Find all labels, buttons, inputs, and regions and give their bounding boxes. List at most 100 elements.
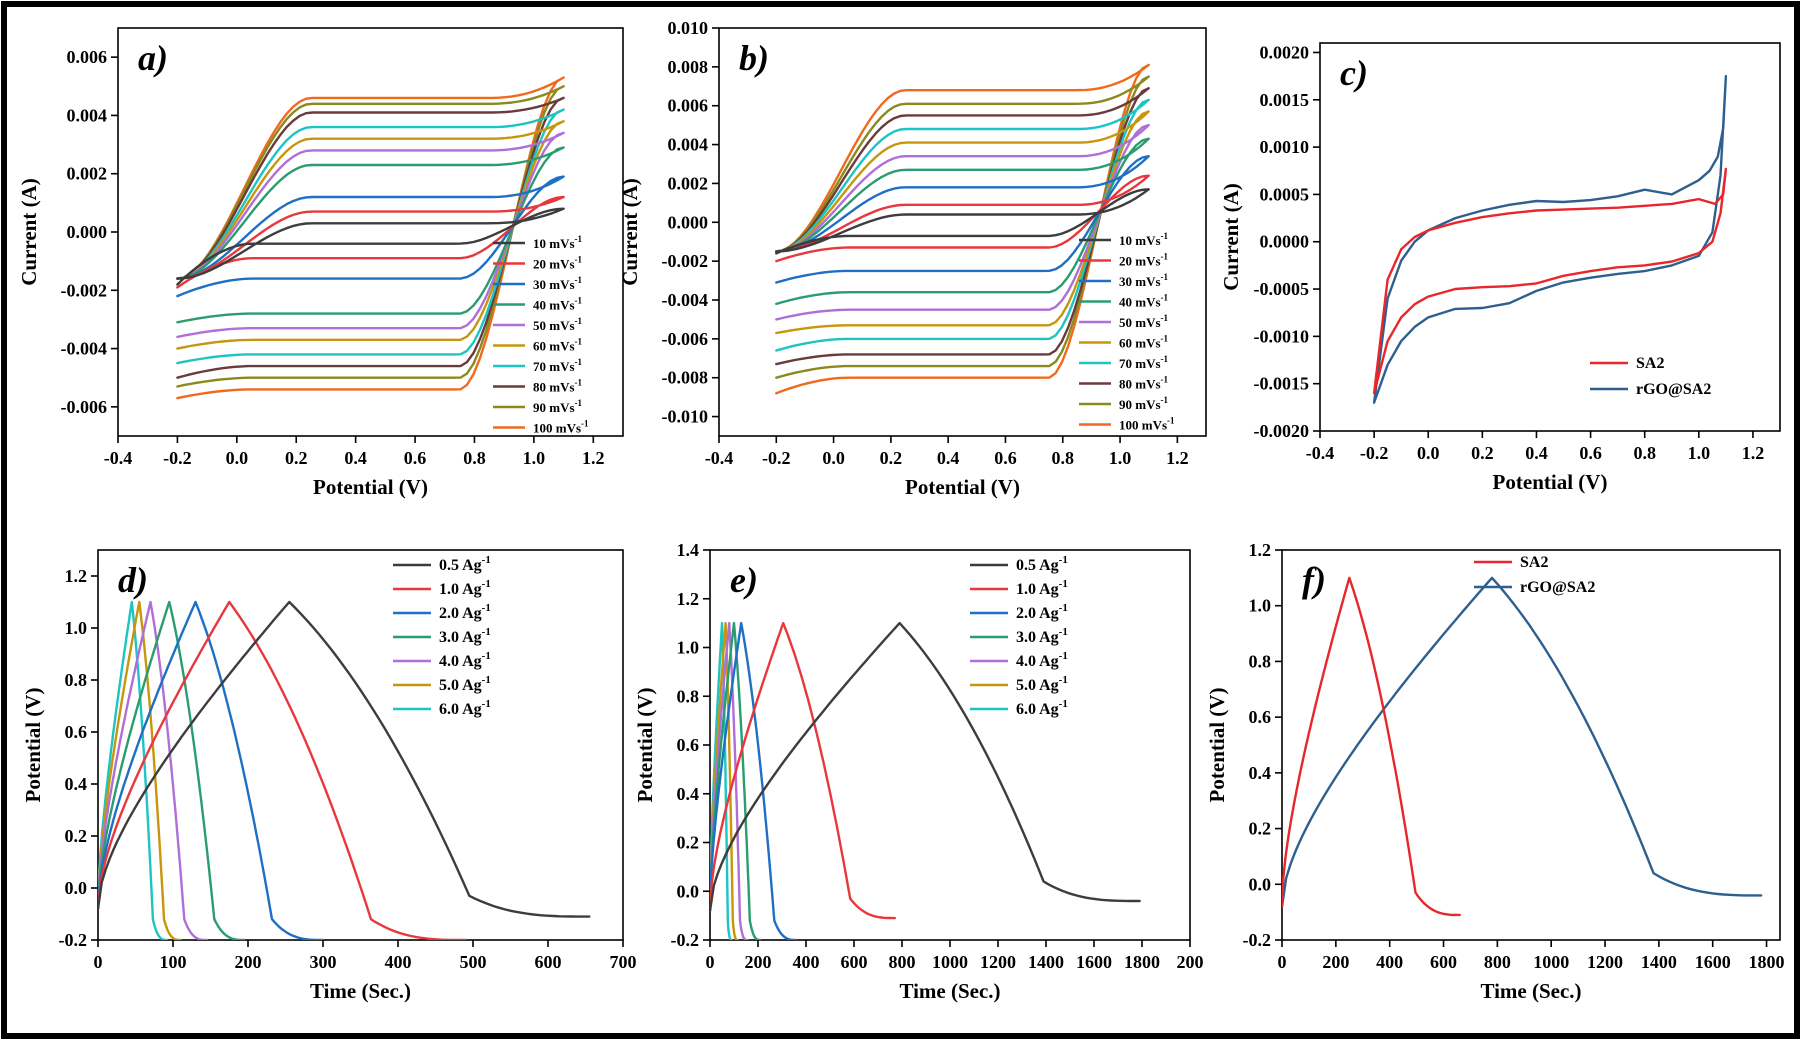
series-group <box>1282 576 1763 917</box>
y-tick-label: 1.2 <box>1249 540 1272 560</box>
y-tick-label: 0.0 <box>65 878 88 898</box>
x-tick-label: 1.2 <box>1166 448 1189 468</box>
y-tick-label: 1.2 <box>677 589 700 609</box>
series-line <box>176 85 565 388</box>
x-tick-label: 0 <box>94 952 103 972</box>
x-tick-label: -0.4 <box>705 448 734 468</box>
panel-label: f) <box>1302 560 1326 600</box>
series-line <box>98 600 325 940</box>
panel-label: c) <box>1340 53 1368 93</box>
legend-label: 30 mVs-1 <box>1119 272 1169 289</box>
series-line <box>710 621 762 940</box>
y-tick-label: 0.8 <box>65 670 88 690</box>
series-line <box>710 621 798 940</box>
legend-label: 20 mVs-1 <box>1119 252 1169 269</box>
x-tick-label: 1.2 <box>1742 443 1765 463</box>
x-tick-label: 0.6 <box>404 448 427 468</box>
legend-label: 80 mVs-1 <box>1119 375 1169 392</box>
legend-label: 3.0 Ag-1 <box>1016 626 1068 646</box>
legend-label: 10 mVs-1 <box>533 234 583 251</box>
series-line <box>98 600 182 940</box>
panel-label: b) <box>739 38 769 78</box>
series-line <box>176 108 565 365</box>
panel-e: 0 200 400 600 800 1000 1200 1400 1600 1800 200 -0.2… <box>633 540 1204 1003</box>
legend-label: 0.5 Ag-1 <box>439 554 491 574</box>
y-tick-label: -0.2 <box>1243 930 1272 950</box>
x-tick-label: 400 <box>1376 952 1403 972</box>
x-axis-title: Time (Sec.) <box>899 979 1000 1003</box>
legend-label: 6.0 Ag-1 <box>439 698 491 718</box>
y-tick-label: 0.0010 <box>1260 137 1310 157</box>
x-tick-label: 800 <box>889 952 916 972</box>
legend-label: 50 mVs-1 <box>1119 313 1169 330</box>
x-tick-label: -0.2 <box>762 448 791 468</box>
x-tick-label: 200 <box>745 952 772 972</box>
y-tick-label: 0.002 <box>67 164 108 184</box>
legend-label: 10 mVs-1 <box>1119 231 1169 248</box>
y-tick-label: 0.2 <box>677 833 700 853</box>
series-line <box>98 600 208 940</box>
legend-label: 20 mVs-1 <box>533 255 583 272</box>
x-tick-label: 400 <box>793 952 820 972</box>
x-tick-label: 500 <box>460 952 487 972</box>
x-tick-label: 0.8 <box>1052 448 1075 468</box>
legend-label: 30 mVs-1 <box>533 275 583 292</box>
legend-label: 40 mVs-1 <box>1119 293 1169 310</box>
y-tick-label: 0.6 <box>677 735 700 755</box>
x-tick-label: 1800 <box>1749 952 1785 972</box>
y-tick-label: 0.4 <box>65 774 88 794</box>
y-tick-label: 0.010 <box>668 18 709 38</box>
x-tick-label: 0.8 <box>463 448 486 468</box>
y-tick-label: 0.004 <box>668 135 709 155</box>
series-group <box>775 63 1150 395</box>
legend-label: rGO@SA2 <box>1636 381 1711 398</box>
x-tick-label: 1400 <box>1641 952 1677 972</box>
legend-label: 4.0 Ag-1 <box>439 650 491 670</box>
legend-label: 90 mVs-1 <box>533 398 583 415</box>
series-group <box>710 621 1141 940</box>
series-line <box>775 98 1150 352</box>
y-tick-label: 1.2 <box>65 566 88 586</box>
x-tick-label: 0.8 <box>1633 443 1656 463</box>
x-tick-label: 1.0 <box>1109 448 1132 468</box>
legend-label: 60 mVs-1 <box>533 337 583 354</box>
x-tick-label: 0.6 <box>994 448 1017 468</box>
legend-label: 70 mVs-1 <box>533 357 583 374</box>
legend-label: 1.0 Ag-1 <box>1016 578 1068 598</box>
panel-a: -0.4 -0.2 0.0 0.2 0.4 0.6 0.8 1.0 1.2 -0.006 -0.00… <box>17 27 624 499</box>
y-tick-label: -0.0020 <box>1254 421 1310 441</box>
series-line <box>98 600 169 940</box>
legend-label: rGO@SA2 <box>1520 579 1595 596</box>
series-line <box>775 75 1150 379</box>
series-line <box>1282 576 1763 908</box>
y-tick-label: 0.0000 <box>1260 232 1310 252</box>
plot-frame <box>97 549 624 941</box>
legend-label: 6.0 Ag-1 <box>1016 698 1068 718</box>
plot-frame <box>1281 549 1781 941</box>
y-tick-label: 1.0 <box>65 618 88 638</box>
x-tick-label: 1600 <box>1695 952 1731 972</box>
x-tick-label: 1800 <box>1124 952 1160 972</box>
series-group <box>1372 74 1728 404</box>
x-tick-label: 300 <box>310 952 337 972</box>
x-tick-label: 200 <box>1322 952 1349 972</box>
x-tick-label: 1000 <box>1533 952 1569 972</box>
y-tick-label: 0.0 <box>677 881 700 901</box>
y-tick-label: 0.004 <box>67 105 108 125</box>
y-tick-label: -0.0005 <box>1254 279 1310 299</box>
legend-label: 2.0 Ag-1 <box>1016 602 1068 622</box>
legend-label: 3.0 Ag-1 <box>439 626 491 646</box>
series-line <box>710 621 749 940</box>
y-axis-title: Potential (V) <box>1205 688 1229 803</box>
panel-f: 0 200 400 600 800 1000 1200 1400 1600 1800 -0.2 0.0… <box>1205 540 1785 1003</box>
x-axis-title: Potential (V) <box>313 475 428 499</box>
series-group <box>98 600 591 940</box>
legend-label: SA2 <box>1520 554 1548 571</box>
x-axis-title: Potential (V) <box>905 475 1020 499</box>
x-tick-label: 1.2 <box>582 448 605 468</box>
x-tick-label: 100 <box>160 952 187 972</box>
x-tick-label: 700 <box>610 952 637 972</box>
series-line <box>775 87 1150 366</box>
series-line <box>98 600 246 940</box>
series-line <box>98 600 467 940</box>
